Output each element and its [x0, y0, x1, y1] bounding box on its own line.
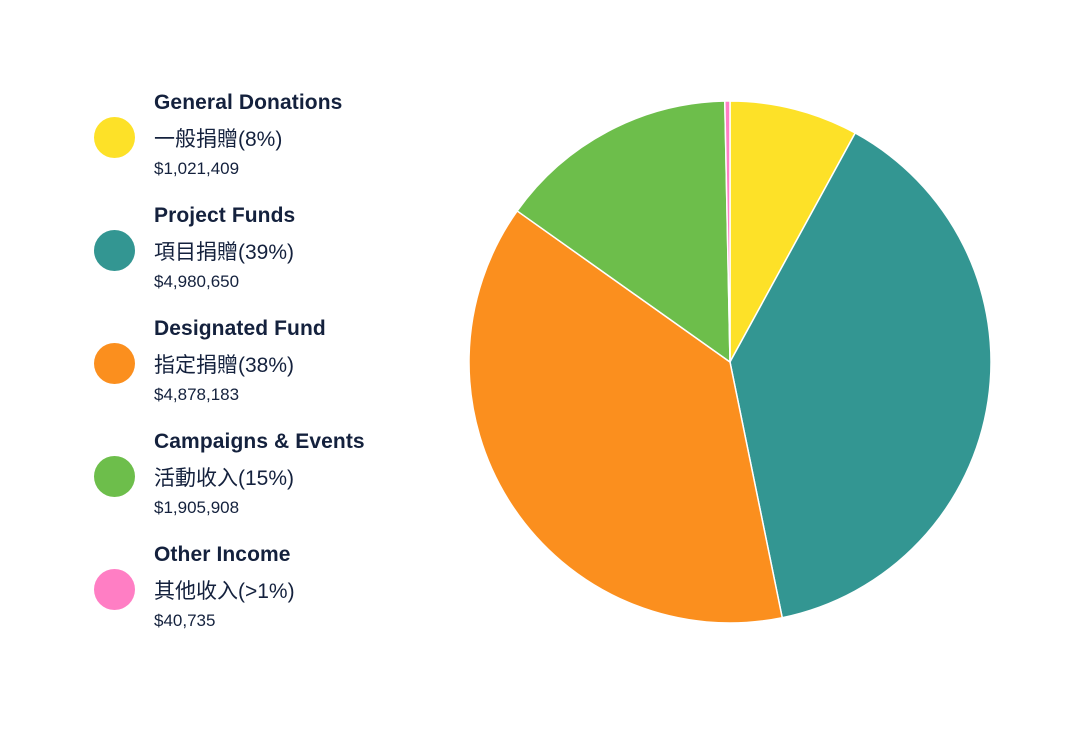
legend-label-zh: 項目捐贈(39%)	[154, 241, 295, 264]
legend-item-designated-fund: Designated Fund 指定捐贈(38%) $4,878,183	[94, 314, 414, 427]
legend-item-campaigns-events: Campaigns & Events 活動收入(15%) $1,905,908	[94, 427, 414, 540]
pie-chart	[455, 88, 1005, 638]
legend-label-zh: 活動收入(15%)	[154, 467, 295, 490]
legend-label-zh: 一般捐贈(8%)	[154, 128, 283, 151]
legend-swatch	[94, 343, 135, 384]
legend-amount: $4,980,650	[154, 272, 240, 291]
legend-item-other-income: Other Income 其他收入(>1%) $40,735	[94, 540, 414, 653]
legend-label-en: General Donations	[154, 91, 343, 114]
pie-slice-other-income	[724, 100, 731, 363]
legend-swatch	[94, 569, 135, 610]
legend-label-zh: 指定捐贈(38%)	[154, 354, 295, 377]
legend-amount: $1,021,409	[154, 159, 240, 178]
legend-swatch	[94, 456, 135, 497]
pie-slice-project-funds	[729, 132, 992, 619]
legend-amount: $1,905,908	[154, 498, 240, 517]
legend-swatch	[94, 230, 135, 271]
legend-label-zh: 其他收入(>1%)	[154, 580, 295, 603]
pie-slice-campaigns-events	[516, 100, 731, 363]
chart-legend: General Donations 一般捐贈(8%) $1,021,409 Pr…	[94, 88, 414, 653]
legend-label-en: Designated Fund	[154, 317, 326, 340]
legend-amount: $40,735	[154, 611, 216, 630]
pie-chart-svg	[468, 100, 992, 624]
legend-label-en: Other Income	[154, 543, 291, 566]
legend-swatch	[94, 117, 135, 158]
pie-slice-general-donations	[729, 100, 856, 363]
legend-label-en: Project Funds	[154, 204, 296, 227]
legend-item-project-funds: Project Funds 項目捐贈(39%) $4,980,650	[94, 201, 414, 314]
legend-item-general-donations: General Donations 一般捐贈(8%) $1,021,409	[94, 88, 414, 201]
legend-label-en: Campaigns & Events	[154, 430, 365, 453]
legend-amount: $4,878,183	[154, 385, 240, 404]
pie-slice-designated-fund	[468, 210, 783, 624]
